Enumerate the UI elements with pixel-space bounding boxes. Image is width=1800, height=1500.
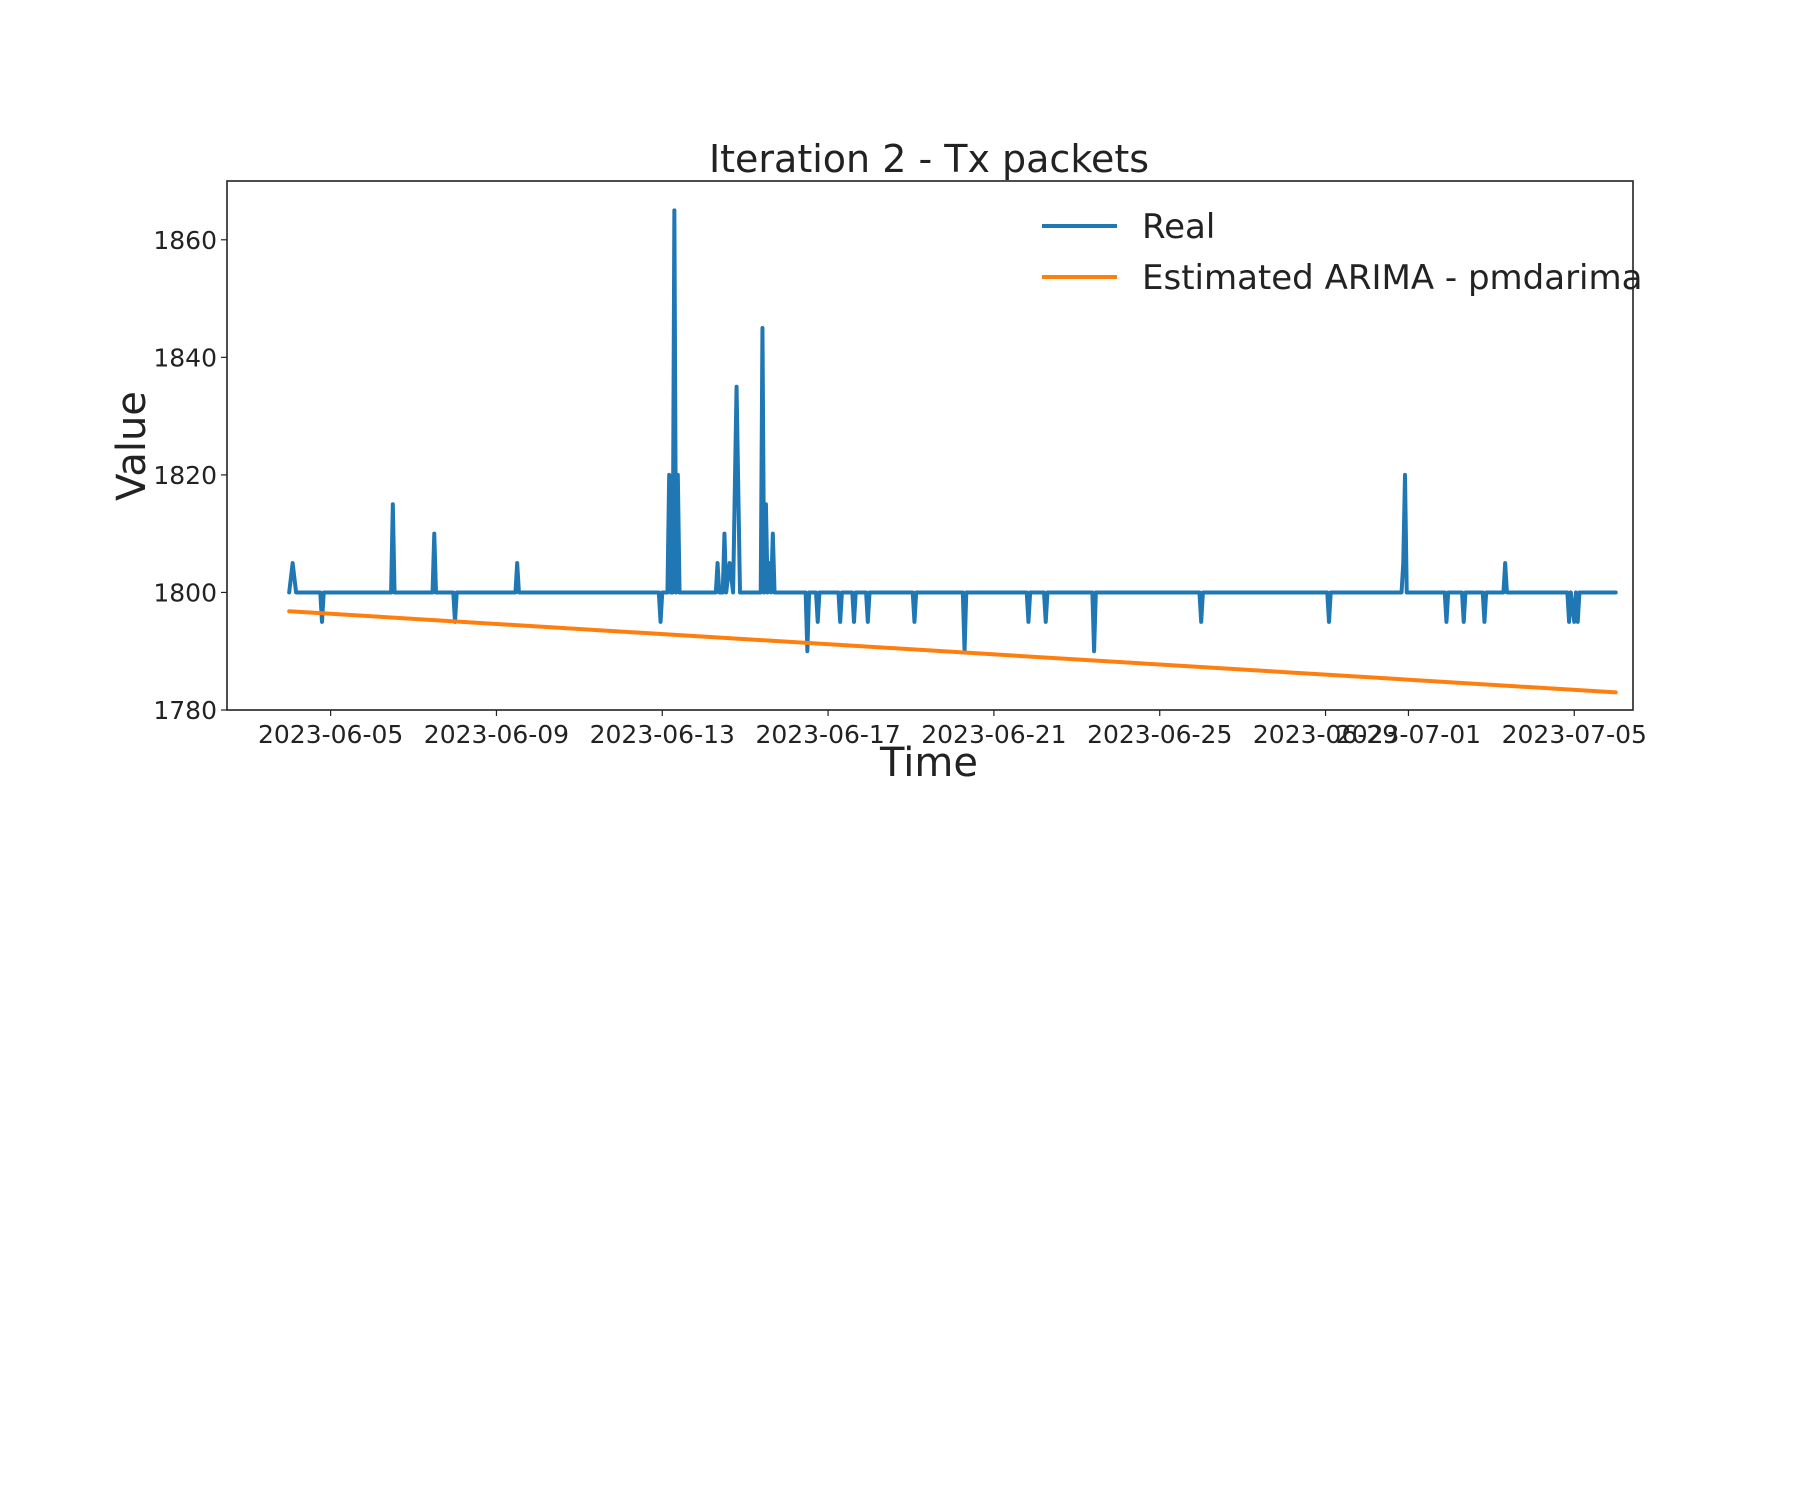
y-tick-label: 1800 [153,578,217,607]
y-tick-label: 1840 [153,343,217,372]
x-tick-label: 2023-07-05 [1502,720,1647,749]
y-tick-label: 1780 [153,696,217,725]
x-tick-label: 2023-06-09 [424,720,569,749]
chart-title: Iteration 2 - Tx packets [709,137,1149,181]
x-tick-label: 2023-06-17 [755,720,900,749]
x-tick-label: 2023-06-21 [921,720,1066,749]
x-axis-ticks: 2023-06-05 2023-06-09 2023-06-13 2023-06-17… [258,710,1647,749]
x-tick-label: 2023-07-01 [1336,720,1481,749]
plot-area [226,180,1634,711]
series-line-arima [287,609,1618,695]
legend-label-real: Real [1142,207,1215,247]
y-axis-label: Value [109,391,155,501]
x-tick-label: 2023-06-05 [258,720,403,749]
series-layer [287,208,1618,695]
legend-label-arima: Estimated ARIMA - pmdarima [1142,258,1642,298]
y-tick-label: 1820 [153,461,217,490]
x-tick-label: 2023-06-29 [1253,720,1398,749]
y-axis-ticks: 1780 1800 1820 1840 1860 [153,226,227,725]
legend: Real Estimated ARIMA - pmdarima [1042,207,1642,298]
y-tick-label: 1860 [153,226,217,255]
x-tick-label: 2023-06-25 [1087,720,1232,749]
x-tick-label: 2023-06-13 [590,720,735,749]
series-line-real [287,208,1618,654]
x-axis-label: Time [879,740,978,786]
axes-frame [226,180,1634,711]
